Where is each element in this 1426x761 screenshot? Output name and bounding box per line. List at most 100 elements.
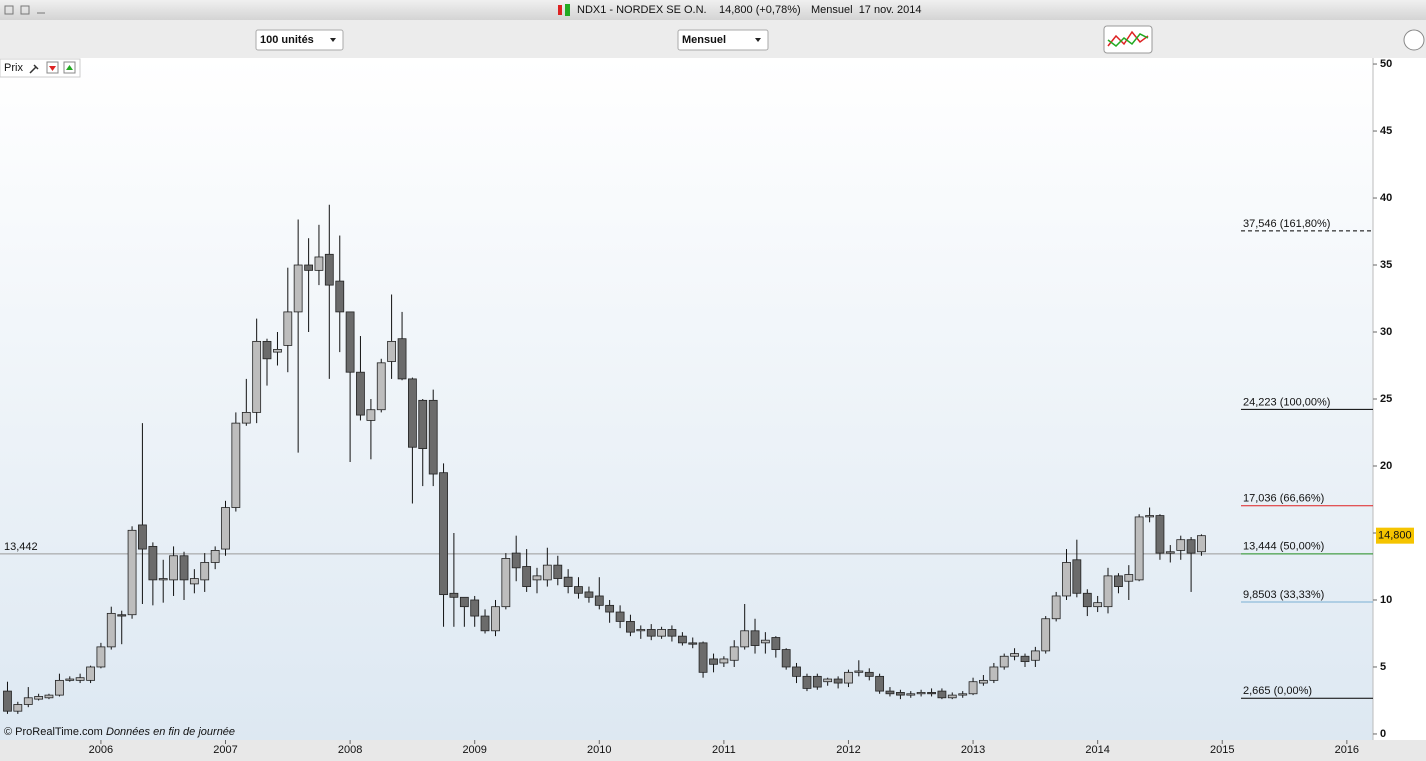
candle-body xyxy=(345,311,355,373)
candle-body xyxy=(397,338,407,380)
candle-body xyxy=(387,340,396,362)
y-tick-label: 30 xyxy=(1380,326,1392,338)
candle-body xyxy=(864,671,874,677)
x-tick-label: 2012 xyxy=(836,744,860,756)
candle-body xyxy=(221,507,230,550)
reference-label: 13,442 xyxy=(4,541,38,553)
candle-body xyxy=(75,677,85,681)
maximize-button[interactable] xyxy=(20,5,30,15)
close-button[interactable] xyxy=(4,5,14,15)
candle-body xyxy=(34,696,44,700)
x-tick-label: 2016 xyxy=(1335,744,1359,756)
last-price-label: 14,800 xyxy=(1378,530,1412,542)
panel-label: Prix xyxy=(4,62,23,74)
period-dropdown[interactable] xyxy=(677,29,769,51)
candle-body xyxy=(896,692,905,696)
candle-body xyxy=(844,671,853,684)
candle-body xyxy=(1082,592,1092,608)
x-tick-label: 2009 xyxy=(462,744,486,756)
candle-body xyxy=(96,646,106,668)
settings-icon[interactable] xyxy=(29,64,39,74)
candle-body xyxy=(231,422,241,508)
candle-body xyxy=(148,545,158,581)
y-tick-label: 20 xyxy=(1380,460,1392,472)
candle-body xyxy=(740,630,750,648)
candle-body xyxy=(1020,655,1030,663)
y-tick-label: 0 xyxy=(1380,728,1386,740)
x-tick-label: 2008 xyxy=(338,744,362,756)
units-label: 100 unités xyxy=(260,34,314,46)
candle-body xyxy=(407,378,417,448)
candle-body xyxy=(636,629,646,632)
candle-body xyxy=(1165,551,1175,554)
y-tick-label: 50 xyxy=(1380,58,1392,70)
up-icon xyxy=(66,65,73,70)
level-label: 24,223 (100,00%) xyxy=(1243,396,1330,408)
candle-body xyxy=(449,592,459,598)
candle-body xyxy=(792,666,801,677)
candle-body xyxy=(1155,515,1165,554)
candle-body xyxy=(117,614,127,617)
candle-body xyxy=(470,599,480,617)
y-tick-label: 10 xyxy=(1380,594,1392,606)
footer-source: © ProRealTime.com xyxy=(4,726,103,738)
candle-body xyxy=(293,264,303,313)
candle-body xyxy=(283,311,293,346)
dropdown-arrow xyxy=(330,38,336,42)
units-dropdown[interactable] xyxy=(255,29,344,51)
candle-body xyxy=(138,524,147,550)
period-label: Mensuel xyxy=(682,34,726,46)
candle-body xyxy=(459,596,469,608)
candle-body xyxy=(366,409,376,421)
candle-body xyxy=(439,472,448,596)
candle-body xyxy=(927,692,936,695)
last-price-tag xyxy=(1376,527,1414,544)
candle-body xyxy=(771,637,781,650)
candle-body xyxy=(709,658,718,665)
window-title: NDX1 - NORDEX SE O.N. xyxy=(577,4,707,16)
candle-body xyxy=(1145,515,1155,518)
candle-body xyxy=(106,612,116,648)
candle-body xyxy=(979,679,988,684)
candle-body xyxy=(304,264,314,271)
indicator-button[interactable] xyxy=(1103,25,1153,54)
y-tick-label: 25 xyxy=(1380,393,1392,405)
x-tick-label: 2010 xyxy=(587,744,611,756)
candle-body xyxy=(127,529,137,616)
candle-body xyxy=(823,678,833,683)
candle-body xyxy=(13,704,23,712)
candle-body xyxy=(1051,595,1061,620)
plot xyxy=(0,204,1373,714)
candle-body xyxy=(875,675,885,692)
refresh-button[interactable] xyxy=(1403,29,1425,51)
candle-body xyxy=(262,340,272,360)
candle-body xyxy=(252,340,262,413)
candle-body xyxy=(1134,516,1144,581)
candle-body xyxy=(86,666,95,681)
level-label: 9,8503 (33,33%) xyxy=(1243,589,1324,601)
candle-body xyxy=(210,550,220,563)
window-period: Mensuel 17 nov. 2014 xyxy=(811,4,921,16)
candle-body xyxy=(989,666,999,681)
indicator-icon xyxy=(1107,33,1149,47)
level-label: 37,546 (161,80%) xyxy=(1243,218,1330,230)
candle-body xyxy=(491,606,500,632)
candle-body xyxy=(314,256,324,271)
candle-body xyxy=(511,552,521,569)
y-tick-label: 45 xyxy=(1380,125,1392,137)
candle-body xyxy=(563,576,573,587)
candle-body xyxy=(1010,653,1019,657)
candle-body xyxy=(760,639,770,644)
candle-body xyxy=(1030,650,1040,661)
candle-body xyxy=(169,555,178,581)
candle-body xyxy=(428,399,438,475)
candle-body xyxy=(833,678,843,684)
x-tick-label: 2013 xyxy=(961,744,985,756)
candle-body xyxy=(719,658,729,664)
candle-body xyxy=(781,649,791,668)
candle-body xyxy=(65,678,75,681)
candle-body xyxy=(688,642,698,645)
dropdown-arrow xyxy=(755,38,761,42)
candle-body xyxy=(1062,562,1071,597)
x-tick-label: 2015 xyxy=(1210,744,1234,756)
